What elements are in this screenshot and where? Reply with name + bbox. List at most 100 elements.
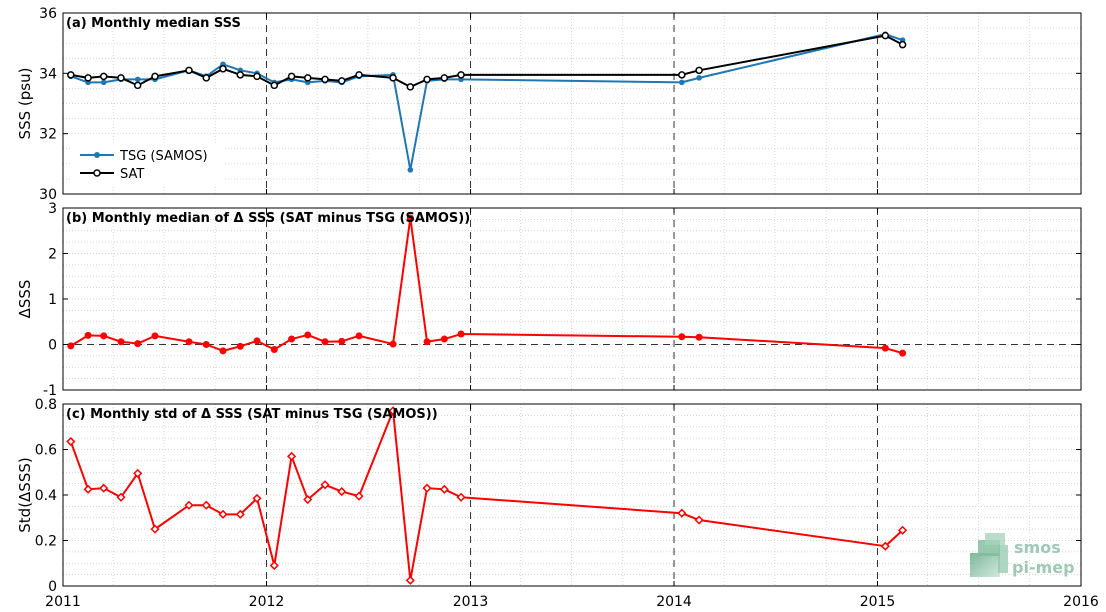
data-point	[355, 332, 363, 340]
panel-a: 30 32 34 36 (a) Monthly median SSS SSS (psu…	[16, 6, 1082, 203]
panel-b-refline	[63, 208, 1081, 390]
data-point	[270, 81, 279, 90]
panel-b-ylabel: ΔSSS	[16, 280, 34, 319]
panel-c-series	[66, 406, 908, 585]
data-point	[303, 494, 313, 505]
panel-c-frame	[62, 403, 1082, 587]
x-axis-ticks: 2011 2012 2013 2014 2015 2016	[45, 594, 1099, 610]
data-point	[354, 491, 364, 501]
data-point	[321, 75, 329, 84]
data-point	[236, 71, 245, 79]
data-point	[678, 333, 686, 341]
data-point	[67, 71, 75, 79]
panel-a-ylabel: SSS (psu)	[16, 68, 34, 140]
data-point	[423, 75, 431, 84]
data-point	[320, 480, 330, 490]
legend-sat-label: SAT	[120, 167, 144, 182]
data-point	[422, 483, 432, 493]
data-point	[287, 451, 297, 461]
y-tick-label: 0.4	[35, 488, 57, 504]
x-tick-label: 2015	[860, 594, 896, 610]
data-point	[679, 79, 685, 86]
data-point	[338, 337, 346, 345]
data-point	[184, 500, 194, 510]
data-point	[84, 331, 92, 339]
legend-tsg-marker	[94, 152, 100, 158]
data-point	[134, 340, 142, 348]
data-point	[678, 71, 686, 79]
data-point	[134, 76, 141, 83]
x-tick-label: 2012	[249, 594, 285, 610]
legend-tsg-label: TSG (SAMOS)	[119, 149, 208, 164]
panel-c-title: (c) Monthly std of Δ SSS (SAT minus TSG …	[66, 407, 438, 422]
series-line	[69, 409, 904, 582]
data-point	[439, 484, 449, 494]
panel-b-series	[67, 214, 907, 357]
data-point	[117, 338, 125, 346]
data-point	[236, 342, 244, 350]
data-point	[677, 508, 687, 518]
legend-sat-marker	[93, 169, 101, 177]
panel-c: 0 0.2 0.4 0.6 0.8 (c) Monthly std of Δ SSS (…	[16, 397, 1082, 595]
data-point	[899, 349, 907, 357]
legend-box	[72, 143, 224, 187]
data-point	[83, 484, 93, 494]
data-point	[696, 75, 702, 81]
data-point	[253, 337, 261, 345]
data-point	[219, 65, 227, 73]
data-point	[457, 71, 465, 79]
y-tick-label: -1	[43, 383, 57, 399]
y-tick-label: 0.2	[35, 534, 57, 550]
data-point	[456, 492, 466, 502]
data-point	[270, 346, 278, 354]
panel-b: -1 0 1 2 3 (b) Monthly median of Δ SSS (SAT …	[16, 201, 1082, 399]
data-point	[150, 524, 160, 534]
legend: TSG (SAMOS) SAT	[72, 143, 224, 187]
data-point	[303, 74, 312, 82]
panel-a-grid	[63, 12, 1081, 195]
panel-a-frame	[62, 12, 1082, 195]
data-point	[67, 342, 75, 350]
data-point	[423, 338, 431, 346]
data-point	[898, 40, 907, 49]
data-point	[151, 72, 159, 81]
x-tick-label: 2013	[453, 594, 489, 610]
panel-b-yticks: -1 0 1 2 3	[43, 201, 1082, 399]
data-point	[269, 560, 279, 571]
data-point	[287, 72, 296, 81]
data-point	[133, 468, 143, 478]
panel-c-refline	[265, 404, 879, 586]
data-point	[252, 493, 262, 503]
panel-a-yticks: 30 32 34 36	[39, 6, 1082, 203]
data-point	[405, 575, 415, 585]
data-point	[338, 77, 346, 85]
panel-b-frame	[62, 207, 1082, 391]
data-point	[389, 340, 397, 348]
y-tick-label: 2	[48, 247, 57, 263]
data-point	[695, 333, 703, 341]
y-tick-label: 0.6	[35, 443, 57, 459]
smos-pi-mep-logo: smos pi-mep	[970, 533, 1075, 577]
data-point	[898, 525, 908, 535]
y-tick-label: 1	[48, 292, 57, 308]
data-point	[151, 332, 159, 340]
logo-text-smos: smos	[1014, 538, 1061, 557]
y-tick-label: 0	[48, 579, 57, 595]
data-point	[253, 72, 261, 81]
data-point	[337, 487, 347, 497]
y-tick-label: 3	[48, 201, 57, 217]
data-point	[695, 66, 703, 75]
data-point	[133, 81, 142, 90]
data-point	[185, 338, 193, 346]
data-point	[201, 500, 211, 510]
panel-a-refline	[265, 13, 879, 194]
data-point	[440, 335, 448, 343]
data-point	[99, 72, 108, 81]
data-point	[288, 335, 296, 343]
data-point	[100, 79, 107, 86]
y-tick-label: 0	[48, 338, 57, 354]
data-point	[389, 74, 397, 82]
data-point	[100, 332, 108, 340]
data-point	[694, 515, 704, 525]
